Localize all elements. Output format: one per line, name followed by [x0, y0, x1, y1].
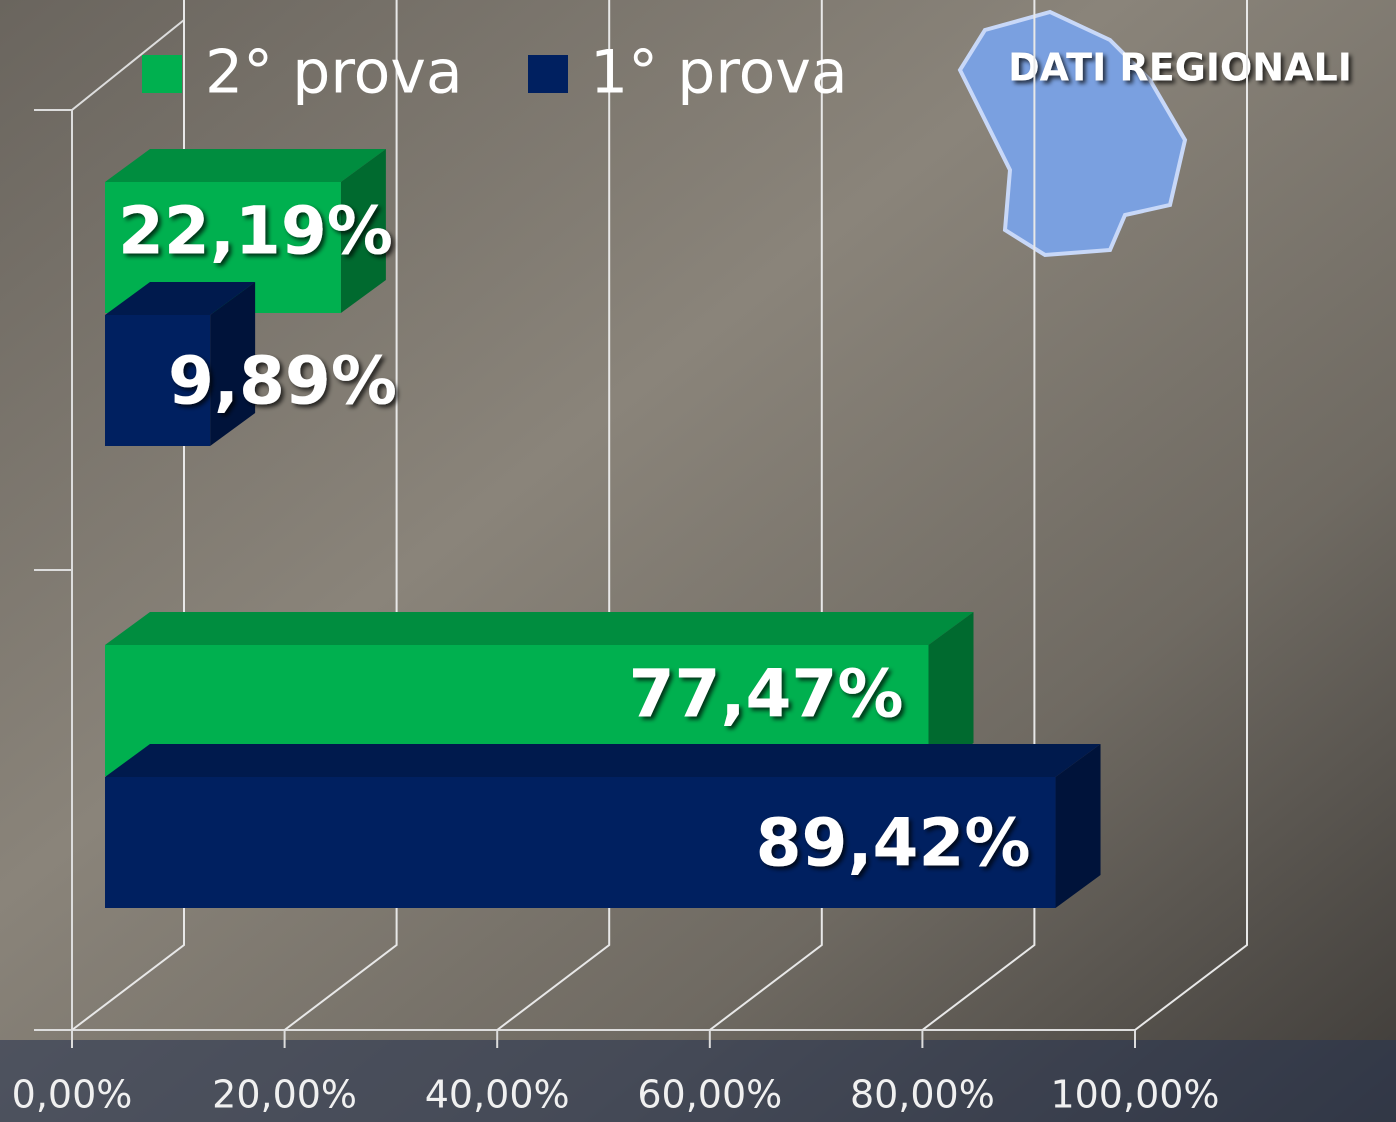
bar-top	[105, 149, 386, 182]
data-label: 22,19%	[118, 193, 393, 270]
data-label: 9,89%	[168, 343, 397, 420]
bar-top	[105, 612, 974, 645]
x-tick-label: 40,00%	[425, 1073, 570, 1117]
x-tick-label: 20,00%	[212, 1073, 357, 1117]
chart-title: DATI REGIONALI	[1008, 46, 1352, 90]
data-label: 89,42%	[756, 805, 1031, 882]
x-tick-label: 60,00%	[637, 1073, 782, 1117]
legend-label: 2° prova	[205, 38, 463, 108]
legend-swatch	[142, 55, 182, 93]
x-tick-label: 100,00%	[1050, 1073, 1219, 1117]
x-tick-label: 0,00%	[12, 1073, 133, 1117]
x-tick-label: 80,00%	[850, 1073, 995, 1117]
legend-swatch	[528, 55, 568, 93]
data-label: 77,47%	[629, 656, 904, 733]
bar-top	[105, 744, 1101, 777]
legend-label: 1° prova	[590, 38, 848, 108]
chart: DATI REGIONALI 0,00% 20,00% 40,00% 60,00% 80…	[0, 0, 1396, 1122]
